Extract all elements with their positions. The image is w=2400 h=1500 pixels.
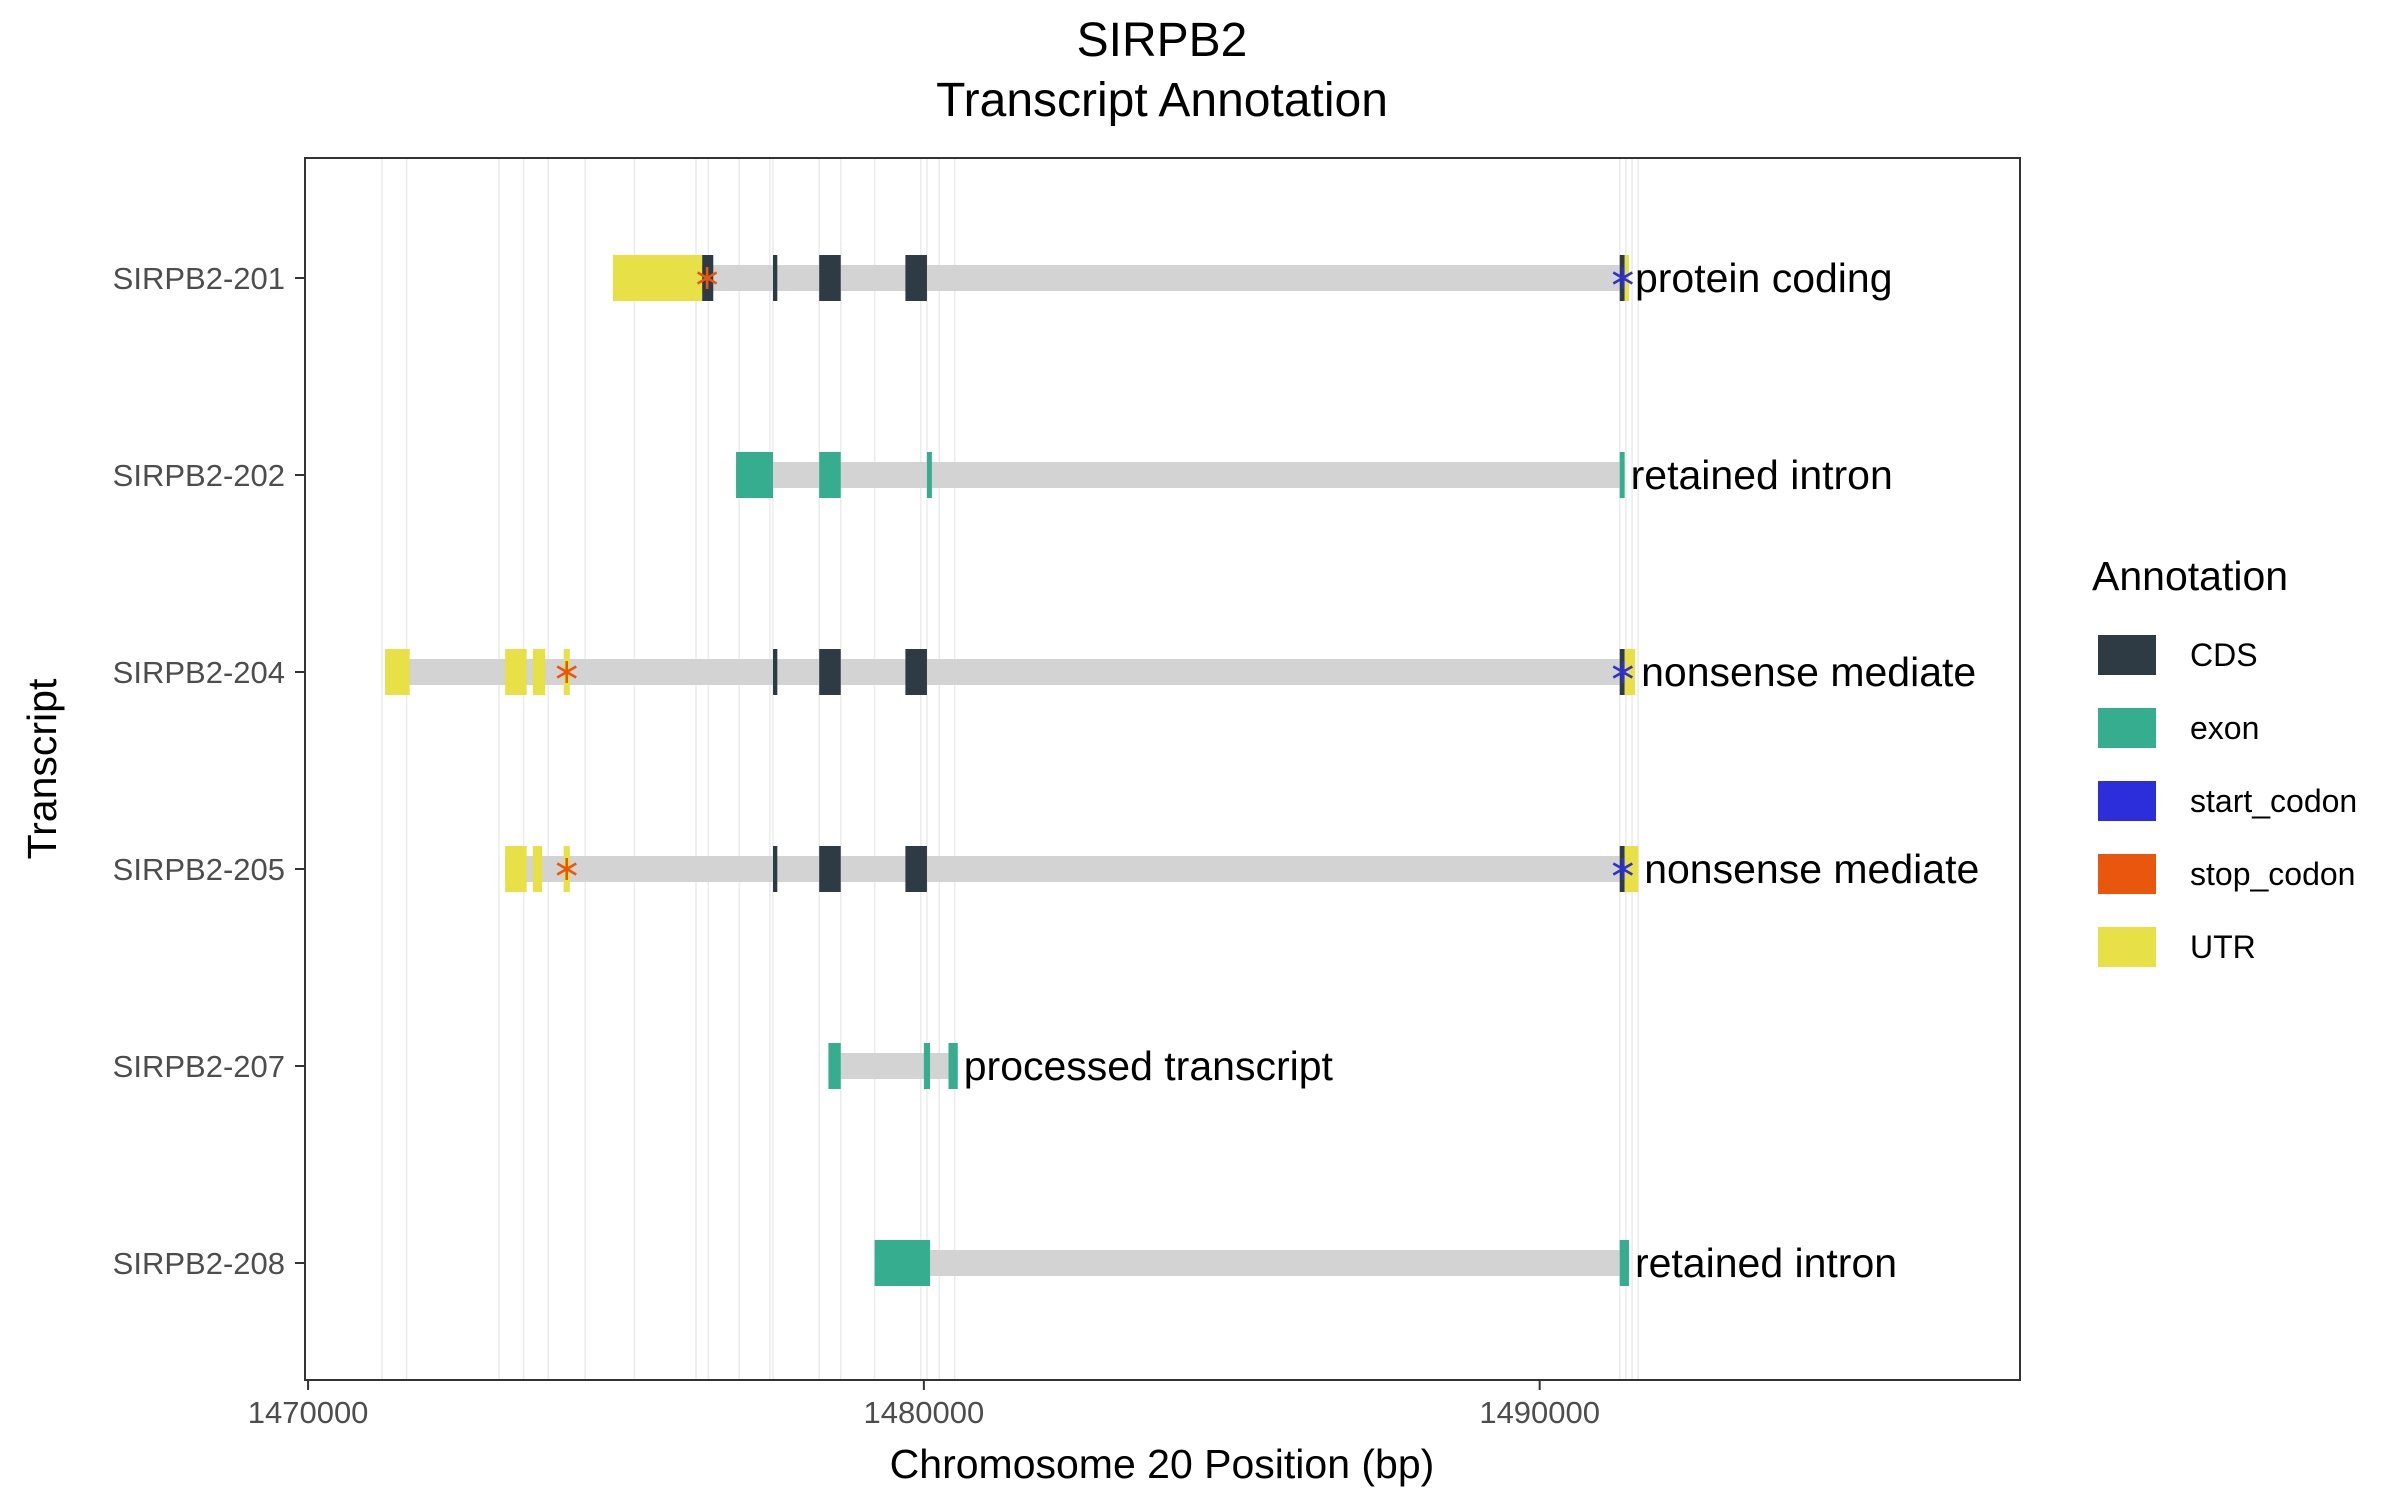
legend-swatch [2098, 927, 2156, 967]
codon-marker-stroke [696, 271, 718, 285]
utr-block [385, 649, 410, 695]
intron-bar [874, 1250, 1629, 1276]
utr-block [532, 846, 543, 892]
exon-block [1619, 1240, 1629, 1286]
legend-label: exon [2190, 710, 2259, 746]
exon-block [1619, 452, 1625, 498]
exon-block [736, 452, 774, 498]
codon-marker-stroke [1612, 665, 1633, 679]
transcript-track: nonsense mediate [385, 649, 1976, 695]
y-axis: SIRPB2-208 SIRPB2-207 SIRPB2-205 SIRPB2-204… [113, 261, 305, 1281]
utr-block [532, 649, 546, 695]
exon-block [948, 1043, 958, 1089]
stop-codon-marker [696, 267, 718, 289]
y-axis-label: Transcript [19, 678, 65, 859]
y-tick-label: SIRPB2-204 [113, 655, 285, 690]
exon-block [923, 1043, 931, 1089]
legend-label: stop_codon [2190, 856, 2355, 892]
start-codon-marker [1612, 661, 1633, 683]
exon-block [874, 1240, 931, 1286]
intron-bar [828, 1053, 958, 1079]
cds-block [819, 649, 841, 695]
transcript-biotype-label: protein coding [1635, 255, 1893, 301]
y-tick-label: SIRPB2-201 [113, 261, 285, 296]
legend-label: start_codon [2190, 783, 2357, 819]
chart-title: SIRPB2 [1077, 14, 1248, 67]
stop-codon-marker [556, 661, 577, 683]
transcript-track: protein coding [612, 255, 1893, 301]
exon-block [828, 1043, 841, 1089]
cds-block [773, 649, 778, 695]
start-codon-marker [1612, 858, 1633, 880]
y-tick-label: SIRPB2-205 [113, 852, 285, 887]
cds-block [819, 255, 841, 301]
chart-subtitle: Transcript Annotation [936, 74, 1388, 127]
utr-block [1624, 846, 1639, 892]
legend-swatch [2098, 781, 2156, 821]
x-tick-label: 1490000 [1479, 1395, 1600, 1430]
transcript-tracks: retained intron processed transcript nonse… [385, 255, 1979, 1286]
utr-block [1624, 255, 1629, 301]
cds-block [773, 255, 778, 301]
legend-item: start_codon [2098, 781, 2357, 821]
transcript-track: processed transcript [828, 1043, 1334, 1089]
x-tick-label: 1480000 [864, 1395, 985, 1430]
transcript-biotype-label: retained intron [1635, 1240, 1897, 1286]
legend-item: CDS [2098, 635, 2258, 675]
transcript-biotype-label: processed transcript [964, 1043, 1334, 1089]
transcript-track: nonsense mediate [505, 846, 1979, 892]
legend-swatch [2098, 708, 2156, 748]
transcript-track: retained intron [874, 1240, 1897, 1286]
utr-block [612, 255, 703, 301]
legend-item: exon [2098, 708, 2259, 748]
exon-block [926, 452, 932, 498]
cds-block [773, 846, 778, 892]
utr-block [505, 649, 527, 695]
intron-bar [385, 659, 1636, 685]
transcript-biotype-label: nonsense mediate [1641, 649, 1976, 695]
x-axis-label: Chromosome 20 Position (bp) [890, 1441, 1435, 1487]
legend-label: CDS [2190, 637, 2258, 673]
legend-swatch [2098, 854, 2156, 894]
cds-block [905, 255, 927, 301]
codon-marker-stroke [556, 862, 577, 876]
transcript-biotype-label: nonsense mediate [1644, 846, 1979, 892]
x-tick-label: 1470000 [248, 1395, 369, 1430]
codon-marker-stroke [1612, 271, 1633, 285]
intron-bar [736, 462, 1625, 488]
codon-marker-stroke [556, 665, 577, 679]
start-codon-marker [1612, 267, 1633, 289]
cds-block [819, 846, 841, 892]
legend: Annotation CDS exon start_codon stop_codon U… [2092, 553, 2357, 967]
legend-label: UTR [2190, 929, 2256, 965]
cds-block [905, 649, 927, 695]
cds-block [905, 846, 927, 892]
legend-item: UTR [2098, 927, 2256, 967]
legend-title: Annotation [2092, 553, 2288, 599]
codon-marker-stroke [1612, 862, 1633, 876]
exon-block [819, 452, 841, 498]
y-tick-label: SIRPB2-202 [113, 458, 285, 493]
plot-panel-border [304, 157, 2021, 1381]
intron-bar [612, 265, 1629, 291]
intron-bar [505, 856, 1639, 882]
legend-swatch [2098, 635, 2156, 675]
stop-codon-marker [556, 858, 577, 880]
y-tick-label: SIRPB2-208 [113, 1246, 285, 1281]
x-axis: 1470000 1480000 1490000 [248, 1380, 1600, 1430]
utr-block [505, 846, 527, 892]
utr-block [1624, 649, 1636, 695]
y-tick-label: SIRPB2-207 [113, 1049, 285, 1084]
legend-item: stop_codon [2098, 854, 2355, 894]
transcript-biotype-label: retained intron [1631, 452, 1893, 498]
transcript-track: retained intron [736, 452, 1893, 498]
gridlines [381, 158, 1639, 1380]
